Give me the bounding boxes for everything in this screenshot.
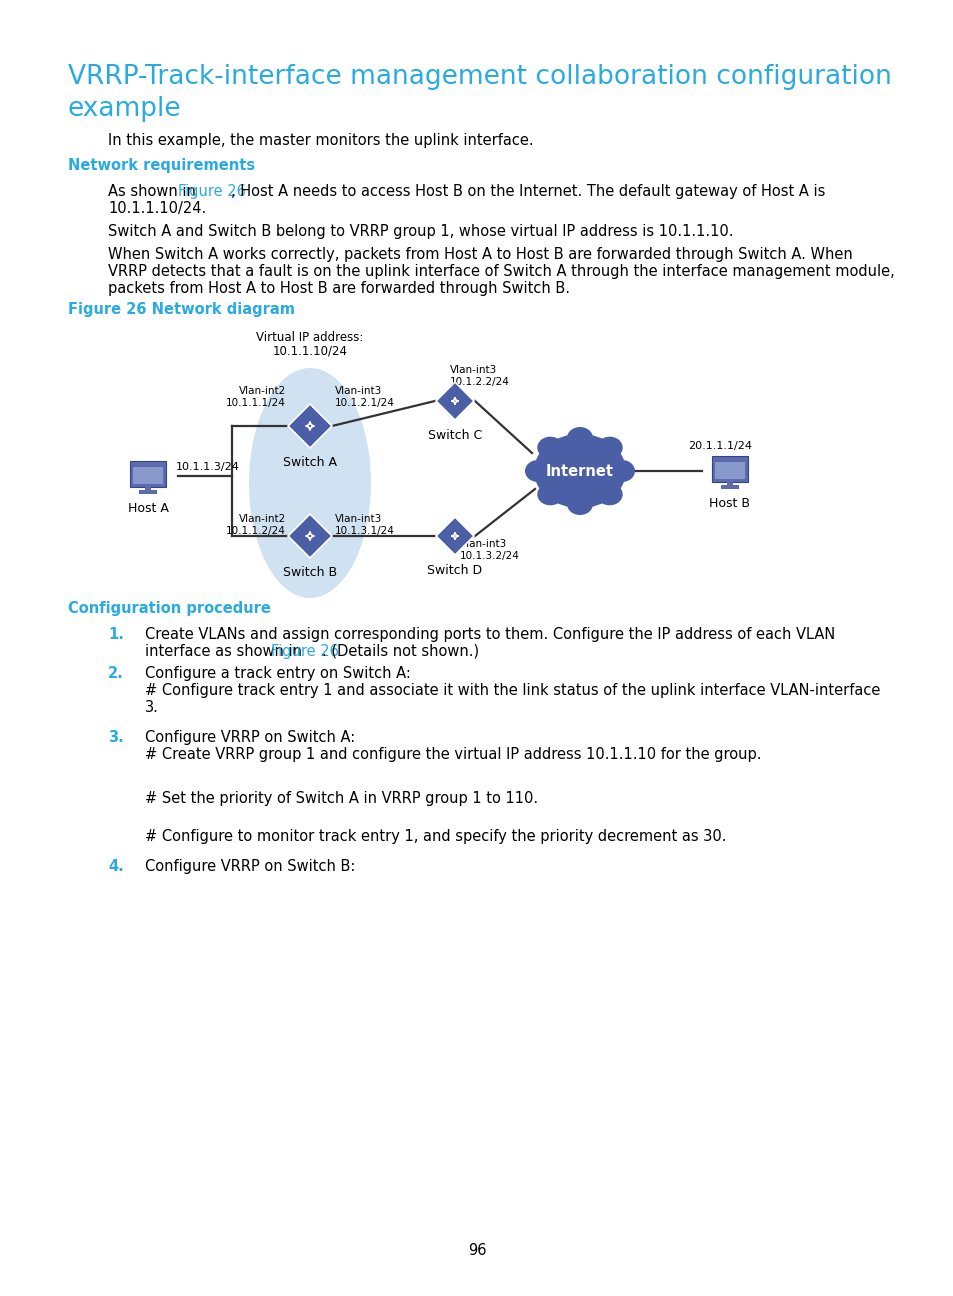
Text: 10.1.1.10/24: 10.1.1.10/24 [273, 343, 347, 356]
Text: Switch A: Switch A [283, 456, 336, 469]
Bar [712, 456, 747, 482]
Text: # Configure to monitor track entry 1, and specify the priority decrement as 30.: # Configure to monitor track entry 1, an… [145, 829, 726, 844]
Bar [715, 461, 744, 480]
Polygon shape [436, 517, 474, 555]
Bar [131, 461, 166, 487]
Text: Switch B: Switch B [283, 566, 336, 579]
Text: Switch C: Switch C [428, 429, 481, 442]
Text: Figure 26: Figure 26 [271, 644, 338, 658]
Text: When Switch A works correctly, packets from Host A to Host B are forwarded throu: When Switch A works correctly, packets f… [108, 248, 852, 262]
Bar [726, 481, 732, 486]
Text: 10.1.3.1/24: 10.1.3.1/24 [335, 526, 395, 537]
Text: Host B: Host B [709, 496, 750, 511]
Text: # Configure track entry 1 and associate it with the link status of the uplink in: # Configure track entry 1 and associate … [145, 683, 880, 699]
Text: Create VLANs and assign corresponding ports to them. Configure the IP address of: Create VLANs and assign corresponding po… [145, 627, 835, 642]
Text: Vlan-int2: Vlan-int2 [238, 515, 286, 524]
Text: 10.1.3.2/24: 10.1.3.2/24 [459, 551, 519, 561]
Bar [145, 485, 151, 491]
Text: In this example, the master monitors the uplink interface.: In this example, the master monitors the… [108, 133, 533, 148]
Text: . (Details not shown.): . (Details not shown.) [322, 644, 479, 658]
Text: 3.: 3. [145, 700, 159, 715]
Text: Figure 26: Figure 26 [178, 184, 246, 200]
Text: , Host A needs to access Host B on the Internet. The default gateway of Host A i: , Host A needs to access Host B on the I… [231, 184, 824, 200]
Polygon shape [288, 515, 332, 559]
Ellipse shape [537, 483, 562, 505]
Text: VRRP detects that a fault is on the uplink interface of Switch A through the int: VRRP detects that a fault is on the upli… [108, 264, 894, 279]
Text: Configuration procedure: Configuration procedure [68, 601, 271, 616]
Ellipse shape [249, 368, 371, 597]
Ellipse shape [596, 483, 622, 505]
Text: Vlan-int3: Vlan-int3 [459, 539, 507, 550]
Text: Switch D: Switch D [427, 564, 482, 577]
Text: As shown in: As shown in [108, 184, 200, 200]
Text: VRRP-Track-interface management collaboration configuration: VRRP-Track-interface management collabor… [68, 64, 891, 89]
Text: Configure VRRP on Switch A:: Configure VRRP on Switch A: [145, 730, 355, 745]
Text: Configure a track entry on Switch A:: Configure a track entry on Switch A: [145, 666, 411, 680]
Text: 96: 96 [467, 1243, 486, 1258]
Bar [139, 490, 157, 494]
Polygon shape [436, 382, 474, 420]
Text: 1.: 1. [108, 627, 124, 642]
Ellipse shape [534, 434, 625, 508]
Text: 4.: 4. [108, 859, 124, 874]
Ellipse shape [608, 460, 635, 482]
Ellipse shape [596, 437, 622, 459]
Ellipse shape [537, 437, 562, 459]
Text: Vlan-int3: Vlan-int3 [450, 365, 497, 375]
Text: 20.1.1.1/24: 20.1.1.1/24 [687, 441, 751, 451]
Text: Vlan-int2: Vlan-int2 [238, 386, 286, 397]
Text: Virtual IP address:: Virtual IP address: [256, 330, 363, 343]
Text: 2.: 2. [108, 666, 124, 680]
Text: Internet: Internet [545, 464, 614, 478]
Text: Host A: Host A [128, 502, 169, 515]
Text: interface as shown in: interface as shown in [145, 644, 306, 658]
Text: packets from Host A to Host B are forwarded through Switch B.: packets from Host A to Host B are forwar… [108, 281, 569, 295]
Text: Switch A and Switch B belong to VRRP group 1, whose virtual IP address is 10.1.1: Switch A and Switch B belong to VRRP gro… [108, 224, 733, 238]
Text: # Create VRRP group 1 and configure the virtual IP address 10.1.1.10 for the gro: # Create VRRP group 1 and configure the … [145, 746, 760, 762]
Text: Figure 26 Network diagram: Figure 26 Network diagram [68, 302, 294, 318]
Ellipse shape [524, 460, 551, 482]
Ellipse shape [545, 443, 614, 499]
Ellipse shape [566, 426, 593, 448]
Ellipse shape [566, 492, 593, 515]
Text: 10.1.1.1/24: 10.1.1.1/24 [226, 398, 286, 408]
Text: 10.1.1.3/24: 10.1.1.3/24 [175, 461, 239, 472]
Text: 3.: 3. [108, 730, 124, 745]
Text: 10.1.2.1/24: 10.1.2.1/24 [335, 398, 395, 408]
Text: example: example [68, 96, 181, 122]
Bar [720, 485, 739, 489]
Text: 10.1.1.2/24: 10.1.1.2/24 [226, 526, 286, 537]
Text: Vlan-int3: Vlan-int3 [335, 515, 382, 524]
Text: Network requirements: Network requirements [68, 158, 254, 172]
Text: # Set the priority of Switch A in VRRP group 1 to 110.: # Set the priority of Switch A in VRRP g… [145, 791, 537, 806]
Text: Vlan-int3: Vlan-int3 [335, 386, 382, 397]
Text: 10.1.1.10/24.: 10.1.1.10/24. [108, 201, 206, 216]
Polygon shape [288, 404, 332, 448]
Text: Configure VRRP on Switch B:: Configure VRRP on Switch B: [145, 859, 355, 874]
Text: 10.1.2.2/24: 10.1.2.2/24 [450, 377, 509, 388]
Bar [133, 467, 162, 485]
